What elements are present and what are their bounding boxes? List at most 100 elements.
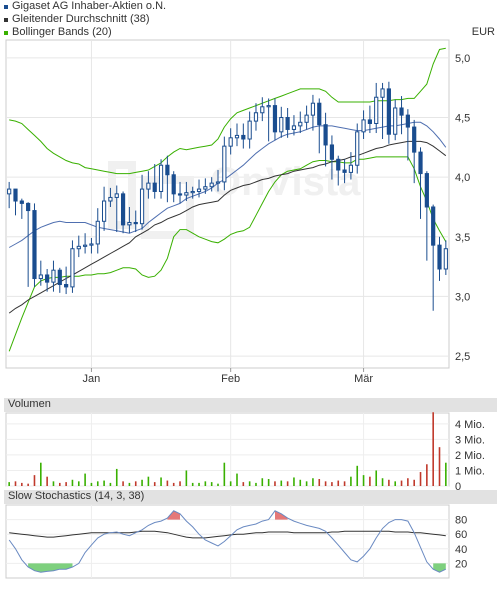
candle-body bbox=[329, 144, 335, 160]
volume-plot-area bbox=[5, 412, 450, 487]
price-x-tick-label: Feb bbox=[221, 373, 240, 385]
volume-bar bbox=[77, 481, 80, 486]
volume-bar bbox=[198, 482, 200, 486]
volume-bar bbox=[343, 481, 346, 486]
candle-body bbox=[279, 117, 284, 133]
stochastics-y-tick-label: 20 bbox=[455, 558, 467, 570]
candle-body bbox=[367, 119, 372, 124]
volume-bar bbox=[179, 481, 181, 486]
candle-body bbox=[57, 269, 62, 286]
stochastics-overbought-fill bbox=[167, 510, 180, 520]
volume-bar bbox=[407, 478, 409, 486]
volume-bar bbox=[337, 480, 340, 486]
volume-bar bbox=[236, 473, 238, 486]
stochastics-y-tick-label: 40 bbox=[455, 544, 467, 556]
volume-bar bbox=[426, 464, 428, 486]
volume-y-tick-label: 2 Mio. bbox=[455, 450, 485, 462]
volume-bar bbox=[223, 462, 226, 486]
candle-body bbox=[348, 164, 354, 173]
candle-body bbox=[13, 188, 18, 202]
volume-bar bbox=[109, 482, 112, 486]
candle-body bbox=[45, 274, 50, 283]
volume-bar bbox=[305, 481, 308, 486]
stochastics-y-tick-label: 80 bbox=[455, 515, 467, 527]
candle-body bbox=[26, 202, 31, 212]
candle-body bbox=[405, 114, 410, 128]
candle-body bbox=[266, 105, 271, 108]
volume-bar bbox=[248, 481, 251, 486]
candle-body bbox=[171, 174, 176, 195]
candle-body bbox=[228, 137, 233, 147]
volume-bar bbox=[71, 479, 74, 486]
volume-bar bbox=[103, 480, 105, 486]
legend-item-price: Gigaset AG Inhaber-Aktien o.N. bbox=[4, 0, 166, 13]
stochastics-plot-area bbox=[5, 504, 450, 579]
chart-legend: Gigaset AG Inhaber-Aktien o.N. Gleitende… bbox=[4, 0, 166, 39]
volume-bar bbox=[166, 480, 169, 486]
candle-body bbox=[95, 220, 100, 245]
volume-bar bbox=[299, 479, 302, 486]
volume-bar bbox=[438, 447, 441, 486]
volume-bar bbox=[160, 477, 162, 486]
volume-bar bbox=[318, 479, 321, 486]
candle-body bbox=[139, 188, 145, 225]
candle-body bbox=[209, 182, 214, 188]
candle-body bbox=[184, 192, 189, 196]
volume-bar bbox=[267, 479, 270, 486]
candle-body bbox=[133, 221, 138, 225]
stochastics-panel-header bbox=[4, 490, 497, 504]
candle-body bbox=[51, 269, 56, 283]
volume-bar bbox=[153, 482, 156, 486]
candle-body bbox=[203, 186, 208, 190]
candle-body bbox=[386, 88, 391, 135]
candle-body bbox=[64, 284, 69, 288]
candle-body bbox=[76, 245, 81, 250]
candle-body bbox=[253, 112, 259, 122]
volume-bar bbox=[46, 476, 48, 486]
price-x-tick-label: Mär bbox=[354, 373, 373, 385]
candle-body bbox=[374, 96, 379, 124]
candle-body bbox=[215, 181, 221, 184]
candle-body bbox=[437, 244, 442, 270]
volume-bar bbox=[122, 481, 124, 486]
candle-body bbox=[247, 120, 252, 140]
candle-body bbox=[310, 102, 316, 116]
candle-body bbox=[108, 196, 113, 202]
candle-body bbox=[146, 182, 151, 190]
legend-swatch-bollinger bbox=[4, 30, 8, 35]
price-y-tick-label: 2,5 bbox=[455, 351, 470, 363]
price-y-tick-label: 5,0 bbox=[455, 53, 470, 65]
candle-body bbox=[222, 145, 227, 183]
candle-body bbox=[336, 158, 341, 171]
volume-bar bbox=[350, 476, 352, 486]
volume-bar bbox=[172, 482, 175, 486]
legend-swatch-moving-average bbox=[4, 17, 8, 22]
volume-bar bbox=[413, 479, 415, 486]
volume-bar bbox=[96, 481, 99, 486]
volume-panel-title: Volumen bbox=[8, 398, 51, 410]
candle-body bbox=[83, 244, 88, 247]
candle-body bbox=[260, 106, 265, 114]
candle-body bbox=[152, 182, 157, 192]
volume-bar bbox=[369, 476, 371, 486]
volume-bar bbox=[52, 481, 55, 486]
price-plot-area bbox=[5, 39, 450, 369]
volume-bar bbox=[331, 482, 333, 486]
candle-body bbox=[443, 248, 448, 270]
volume-y-tick-label: 3 Mio. bbox=[455, 434, 485, 446]
candle-body bbox=[355, 131, 360, 166]
candle-body bbox=[38, 274, 43, 280]
candle-body bbox=[380, 88, 385, 98]
candle-body bbox=[291, 125, 297, 130]
volume-bar bbox=[141, 479, 143, 486]
candle-body bbox=[393, 107, 398, 135]
candle-body bbox=[165, 164, 170, 176]
candle-body bbox=[298, 121, 303, 127]
candle-body bbox=[323, 124, 328, 146]
candle-body bbox=[424, 173, 429, 208]
price-x-tick-label: Jan bbox=[83, 373, 101, 385]
legend-item-bollinger: Bollinger Bands (20) bbox=[4, 26, 166, 39]
volume-bar bbox=[217, 483, 219, 486]
volume-bar bbox=[242, 482, 245, 486]
volume-bar bbox=[274, 481, 276, 486]
